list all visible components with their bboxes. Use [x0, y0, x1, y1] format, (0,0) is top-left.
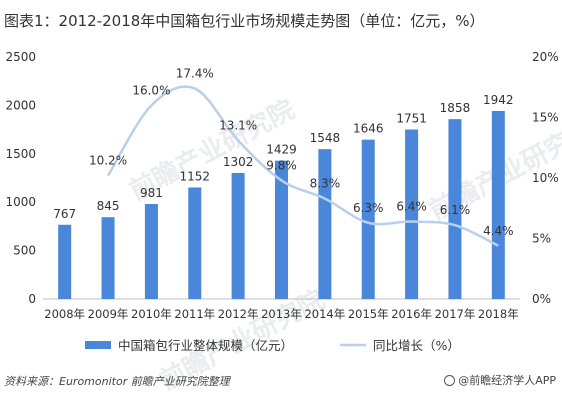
- bar-value-label: 1858: [440, 101, 471, 115]
- x-tick-label: 2016年: [391, 307, 432, 321]
- source-note: 资料来源：Euromonitor 前瞻产业研究院整理: [4, 375, 230, 388]
- growth-value-label: 6.1%: [440, 203, 471, 217]
- growth-value-label: 9.8%: [266, 158, 297, 172]
- bar: [405, 129, 419, 299]
- chart-title: 图表1：2012-2018年中国箱包行业市场规模走势图（单位：亿元，%）: [4, 12, 485, 30]
- growth-value-label: 13.1%: [219, 118, 257, 132]
- bar: [318, 149, 332, 299]
- bar-value-label: 1302: [223, 155, 254, 169]
- bar-value-label: 981: [140, 186, 163, 200]
- y-right-tick-label: 10%: [532, 171, 559, 185]
- x-tick-label: 2018年: [478, 307, 519, 321]
- growth-value-label: 6.3%: [353, 201, 384, 215]
- y-right-tick-label: 20%: [532, 50, 559, 64]
- bar: [231, 172, 245, 299]
- x-tick-label: 2008年: [44, 307, 85, 321]
- bar: [101, 217, 115, 299]
- growth-value-label: 17.4%: [176, 66, 214, 80]
- brand-logo-icon: [444, 374, 456, 386]
- brand-text: @前瞻经济学人APP: [458, 374, 556, 387]
- growth-value-label: 6.4%: [396, 200, 427, 214]
- bar-value-label: 1548: [310, 131, 341, 145]
- y-right-tick-label: 5%: [532, 232, 551, 246]
- bar: [448, 119, 462, 299]
- bar: [275, 160, 288, 299]
- growth-value-label: 8.3%: [310, 177, 341, 191]
- bar: [491, 111, 505, 299]
- growth-value-label: 16.0%: [132, 83, 170, 97]
- y-left-tick-label: 0: [28, 292, 36, 306]
- legend-label-bar: 中国箱包行业整体规模（亿元）: [118, 338, 293, 353]
- bar: [144, 204, 158, 299]
- growth-line: [106, 85, 499, 247]
- x-tick-label: 2015年: [348, 307, 389, 321]
- x-tick-label: 2009年: [88, 307, 129, 321]
- combo-chart: 0 500 1000 1500 2000 2500 0% 5% 10% 15% 20% 767 845 9…: [5, 50, 559, 353]
- y-left-tick-label: 1500: [5, 147, 36, 161]
- bar-value-label: 1751: [396, 112, 427, 126]
- bar-value-label: 767: [53, 207, 76, 221]
- x-tick-label: 2013年: [261, 307, 302, 321]
- bar-value-label: 1429: [266, 143, 297, 157]
- x-tick-label: 2011年: [174, 307, 215, 321]
- y-right-tick-label: 0%: [532, 292, 551, 306]
- y-right-tick-label: 15%: [532, 111, 559, 125]
- growth-value-label: 4.4%: [483, 224, 514, 238]
- bar-value-label: 1942: [483, 93, 514, 107]
- bar-value-label: 845: [97, 199, 120, 213]
- y-left-tick-label: 500: [13, 244, 36, 258]
- bar-value-label: 1152: [179, 169, 210, 183]
- y-left-tick-label: 2500: [5, 50, 36, 64]
- brand-credit: @前瞻经济学人APP: [444, 372, 556, 388]
- x-tick-label: 2014年: [304, 307, 345, 321]
- bar-value-label: 1646: [353, 122, 384, 136]
- bar: [188, 187, 202, 299]
- bar: [58, 224, 72, 299]
- y-left-tick-label: 1000: [5, 195, 36, 209]
- legend-label-line: 同比增长（%）: [373, 338, 460, 353]
- x-tick-label: 2017年: [435, 307, 476, 321]
- bar: [361, 139, 375, 299]
- growth-value-label: 10.2%: [89, 154, 127, 168]
- x-tick-label: 2012年: [218, 307, 259, 321]
- y-left-tick-label: 2000: [5, 98, 36, 112]
- x-tick-label: 2010年: [131, 307, 172, 321]
- legend-swatch-bar: [85, 341, 111, 349]
